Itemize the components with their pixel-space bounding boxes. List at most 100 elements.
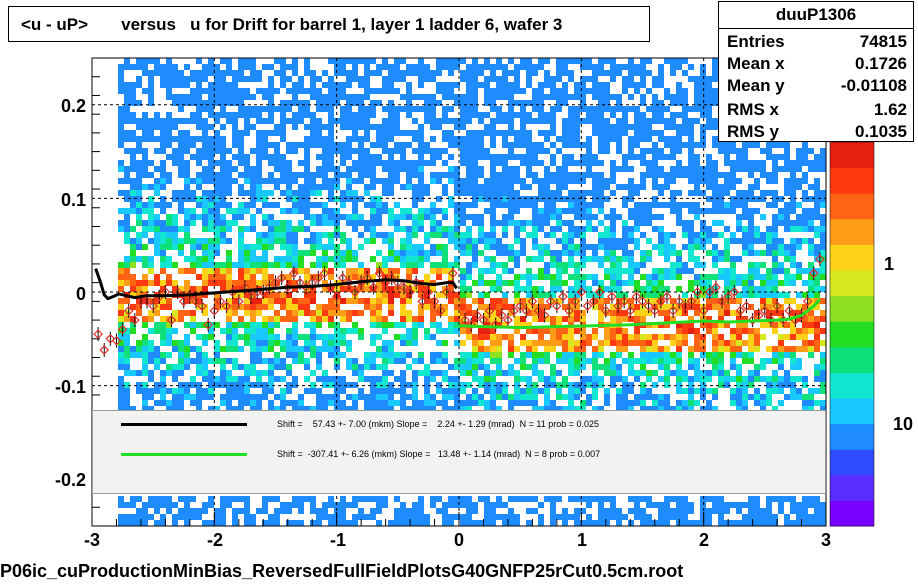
- heatmap-cell: [358, 376, 364, 382]
- heatmap-cell: [604, 334, 610, 340]
- heatmap-cell: [760, 298, 766, 304]
- heatmap-cell: [460, 280, 466, 286]
- heatmap-cell: [220, 82, 226, 88]
- heatmap-cell: [358, 310, 364, 316]
- heatmap-cell: [346, 382, 352, 388]
- heatmap-cell: [790, 172, 796, 178]
- heatmap-cell: [232, 262, 238, 268]
- heatmap-cell: [520, 130, 526, 136]
- heatmap-cell: [544, 406, 550, 412]
- heatmap-cell: [310, 346, 316, 352]
- heatmap-cell: [400, 376, 406, 382]
- heatmap-cell: [628, 364, 634, 370]
- heatmap-cell: [394, 376, 400, 382]
- heatmap-cell: [250, 190, 256, 196]
- heatmap-cell: [568, 196, 574, 202]
- heatmap-cell: [586, 244, 592, 250]
- heatmap-cell: [424, 214, 430, 220]
- heatmap-cell: [736, 322, 742, 328]
- heatmap-cell: [742, 250, 748, 256]
- heatmap-cell: [610, 178, 616, 184]
- heatmap-cell: [424, 64, 430, 70]
- heatmap-cell: [250, 346, 256, 352]
- heatmap-cell: [724, 154, 730, 160]
- heatmap-cell: [430, 100, 436, 106]
- heatmap-cell: [712, 58, 718, 64]
- heatmap-cell: [538, 94, 544, 100]
- heatmap-cell: [694, 328, 700, 334]
- heatmap-cell: [226, 184, 232, 190]
- heatmap-cell: [538, 142, 544, 148]
- heatmap-cell: [616, 508, 622, 514]
- heatmap-cell: [496, 382, 502, 388]
- heatmap-cell: [502, 244, 508, 250]
- heatmap-cell: [676, 88, 682, 94]
- heatmap-cell: [736, 190, 742, 196]
- heatmap-cell: [232, 70, 238, 76]
- heatmap-cell: [196, 118, 202, 124]
- heatmap-cell: [370, 256, 376, 262]
- heatmap-cell: [646, 238, 652, 244]
- heatmap-cell: [526, 232, 532, 238]
- heatmap-cell: [166, 256, 172, 262]
- heatmap-cell: [364, 64, 370, 70]
- heatmap-cell: [322, 136, 328, 142]
- heatmap-cell: [760, 196, 766, 202]
- heatmap-cell: [610, 352, 616, 358]
- heatmap-cell: [718, 316, 724, 322]
- heatmap-cell: [448, 322, 454, 328]
- heatmap-cell: [562, 346, 568, 352]
- heatmap-cell: [658, 352, 664, 358]
- heatmap-cell: [622, 406, 628, 412]
- heatmap-cell: [544, 220, 550, 226]
- heatmap-cell: [742, 406, 748, 412]
- heatmap-cell: [604, 196, 610, 202]
- heatmap-cell: [352, 208, 358, 214]
- heatmap-cell: [388, 184, 394, 190]
- heatmap-cell: [160, 502, 166, 508]
- heatmap-cell: [652, 142, 658, 148]
- heatmap-cell: [430, 286, 436, 292]
- heatmap-cell: [178, 394, 184, 400]
- heatmap-cell: [580, 388, 586, 394]
- heatmap-cell: [406, 94, 412, 100]
- heatmap-cell: [316, 400, 322, 406]
- heatmap-cell: [622, 358, 628, 364]
- heatmap-cell: [616, 364, 622, 370]
- heatmap-cell: [220, 286, 226, 292]
- heatmap-cell: [664, 394, 670, 400]
- heatmap-cell: [646, 202, 652, 208]
- heatmap-cell: [172, 370, 178, 376]
- heatmap-cell: [148, 394, 154, 400]
- heatmap-cell: [574, 364, 580, 370]
- heatmap-cell: [784, 346, 790, 352]
- heatmap-cell: [550, 208, 556, 214]
- heatmap-cell: [160, 232, 166, 238]
- heatmap-cell: [220, 508, 226, 514]
- heatmap-cell: [316, 190, 322, 196]
- heatmap-cell: [328, 346, 334, 352]
- heatmap-cell: [274, 292, 280, 298]
- heatmap-cell: [580, 202, 586, 208]
- heatmap-cell: [688, 358, 694, 364]
- heatmap-cell: [160, 316, 166, 322]
- heatmap-cell: [202, 388, 208, 394]
- heatmap-cell: [562, 100, 568, 106]
- heatmap-cell: [364, 190, 370, 196]
- heatmap-cell: [778, 346, 784, 352]
- heatmap-cell: [124, 178, 130, 184]
- heatmap-cell: [532, 256, 538, 262]
- heatmap-cell: [670, 352, 676, 358]
- heatmap-cell: [550, 502, 556, 508]
- heatmap-cell: [628, 136, 634, 142]
- heatmap-cell: [292, 256, 298, 262]
- heatmap-cell: [142, 166, 148, 172]
- heatmap-cell: [142, 64, 148, 70]
- heatmap-cell: [562, 178, 568, 184]
- heatmap-cell: [772, 154, 778, 160]
- heatmap-cell: [148, 388, 154, 394]
- heatmap-cell: [562, 70, 568, 76]
- heatmap-cell: [526, 340, 532, 346]
- heatmap-cell: [556, 382, 562, 388]
- heatmap-cell: [364, 166, 370, 172]
